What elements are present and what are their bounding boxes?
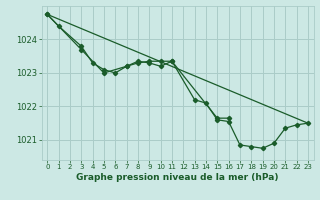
X-axis label: Graphe pression niveau de la mer (hPa): Graphe pression niveau de la mer (hPa) [76, 173, 279, 182]
